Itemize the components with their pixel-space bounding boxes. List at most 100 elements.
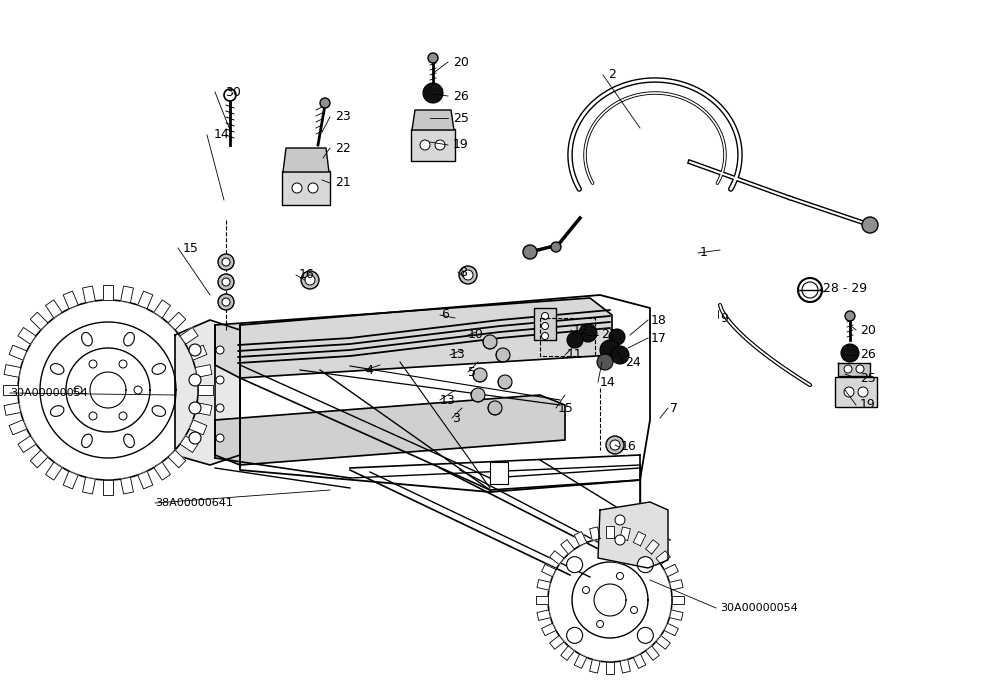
Text: 25: 25 <box>453 111 469 125</box>
Circle shape <box>579 324 597 342</box>
Polygon shape <box>46 300 62 318</box>
Circle shape <box>567 332 583 348</box>
Polygon shape <box>138 291 153 309</box>
Polygon shape <box>550 551 564 564</box>
Text: 11: 11 <box>567 349 583 361</box>
Polygon shape <box>574 654 587 668</box>
Text: 15: 15 <box>183 241 199 255</box>
Circle shape <box>463 270 473 280</box>
Polygon shape <box>189 345 207 361</box>
Polygon shape <box>664 623 678 636</box>
Circle shape <box>597 620 604 627</box>
Circle shape <box>637 627 653 643</box>
Polygon shape <box>154 300 170 318</box>
Text: 18: 18 <box>651 314 667 326</box>
Text: 14: 14 <box>214 129 230 141</box>
Polygon shape <box>195 402 212 415</box>
Polygon shape <box>168 450 186 468</box>
Circle shape <box>606 436 624 454</box>
Circle shape <box>542 323 548 330</box>
Polygon shape <box>561 646 574 660</box>
Circle shape <box>542 332 548 340</box>
Polygon shape <box>561 540 574 554</box>
Circle shape <box>798 278 822 302</box>
Ellipse shape <box>82 332 92 346</box>
Polygon shape <box>4 402 21 415</box>
Polygon shape <box>606 526 614 538</box>
Text: 6: 6 <box>441 309 449 321</box>
Text: 26: 26 <box>453 90 469 102</box>
Circle shape <box>189 402 201 414</box>
Text: 20: 20 <box>453 55 469 69</box>
Circle shape <box>224 89 236 101</box>
Polygon shape <box>620 659 630 673</box>
Bar <box>534 308 556 340</box>
Polygon shape <box>606 662 614 674</box>
Polygon shape <box>175 320 240 465</box>
Circle shape <box>218 294 234 310</box>
Circle shape <box>189 374 201 386</box>
Circle shape <box>471 388 485 402</box>
Polygon shape <box>83 286 95 302</box>
Polygon shape <box>30 312 48 330</box>
Polygon shape <box>590 659 600 673</box>
Circle shape <box>496 348 510 362</box>
Polygon shape <box>646 540 659 554</box>
Text: 24: 24 <box>625 356 641 368</box>
Circle shape <box>222 278 230 286</box>
Polygon shape <box>189 420 207 435</box>
Circle shape <box>610 440 620 450</box>
Polygon shape <box>180 436 198 452</box>
Ellipse shape <box>124 434 134 447</box>
Text: 7: 7 <box>670 402 678 414</box>
Circle shape <box>216 434 224 442</box>
Text: 16: 16 <box>299 269 315 281</box>
Polygon shape <box>103 480 113 495</box>
Circle shape <box>89 360 97 368</box>
Circle shape <box>423 83 443 103</box>
Ellipse shape <box>82 434 92 447</box>
Circle shape <box>631 606 638 613</box>
Circle shape <box>542 312 548 319</box>
Circle shape <box>301 271 319 289</box>
Polygon shape <box>633 654 646 668</box>
Circle shape <box>216 404 224 412</box>
Polygon shape <box>633 531 646 546</box>
Polygon shape <box>154 462 170 480</box>
Text: 3: 3 <box>452 412 460 424</box>
Polygon shape <box>670 610 683 620</box>
Circle shape <box>611 346 629 364</box>
Polygon shape <box>550 636 564 650</box>
Circle shape <box>428 53 438 63</box>
FancyBboxPatch shape <box>835 377 877 407</box>
Polygon shape <box>656 636 670 650</box>
Circle shape <box>567 627 583 643</box>
Polygon shape <box>9 420 27 435</box>
Polygon shape <box>180 328 198 344</box>
Text: 30A00000054: 30A00000054 <box>720 603 798 613</box>
Circle shape <box>222 298 230 306</box>
Polygon shape <box>537 610 550 620</box>
Text: 20: 20 <box>860 323 876 337</box>
Polygon shape <box>168 312 186 330</box>
Polygon shape <box>542 564 556 577</box>
Circle shape <box>844 365 852 373</box>
Text: 14: 14 <box>600 375 616 389</box>
Polygon shape <box>195 365 212 377</box>
Circle shape <box>802 282 818 298</box>
Polygon shape <box>215 395 565 465</box>
Polygon shape <box>542 623 556 636</box>
Circle shape <box>582 587 589 594</box>
Polygon shape <box>4 365 21 377</box>
Polygon shape <box>83 477 95 494</box>
Polygon shape <box>103 285 113 300</box>
Text: 12: 12 <box>573 323 589 337</box>
Polygon shape <box>574 531 587 546</box>
Text: 23: 23 <box>335 111 351 123</box>
Text: 25: 25 <box>860 372 876 384</box>
Text: 1: 1 <box>700 246 708 260</box>
Bar <box>490 462 508 484</box>
Ellipse shape <box>50 406 64 416</box>
Polygon shape <box>656 551 670 564</box>
Text: 17: 17 <box>651 332 667 344</box>
